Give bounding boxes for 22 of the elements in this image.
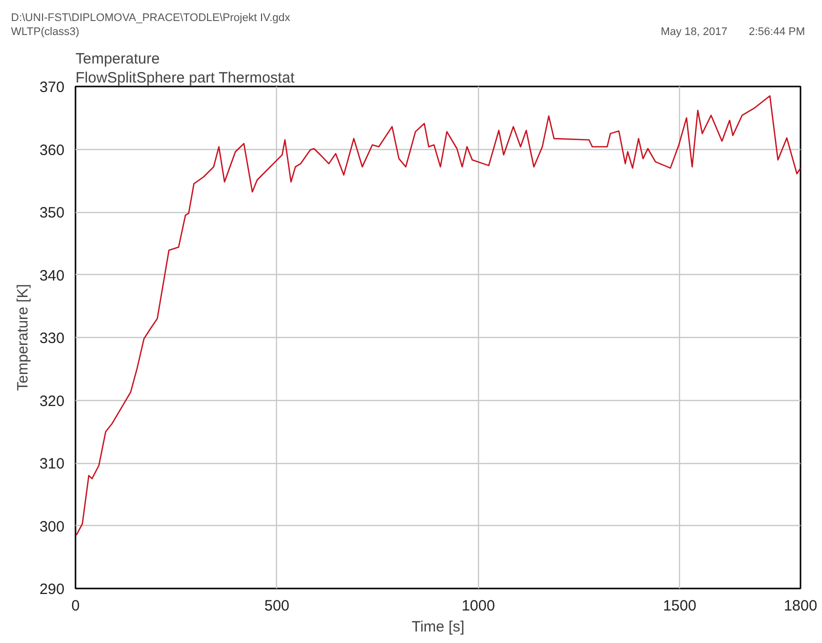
text: WLTP(class3) (11, 26, 80, 38)
y-axis-title: Temperature [K] (14, 284, 32, 391)
text: D:\UNI-FST\DIPLOMOVA_PRACE\TODLE\Projekt IV.gdx (11, 12, 290, 24)
line-series (76, 95, 800, 536)
y-tick-label: 340 (39, 267, 65, 284)
y-tick-label: 370 (39, 79, 65, 96)
x-tick-label: 1800 (784, 598, 818, 614)
text: May 18, 2017 2:56:44 PM (660, 26, 805, 38)
y-tick-label: 310 (39, 456, 65, 472)
x-tick-label: 1500 (662, 598, 696, 614)
y-tick-label: 290 (39, 581, 65, 598)
y-tick-label: 360 (39, 142, 65, 159)
x-tick-label: 1000 (462, 598, 495, 614)
y-tick-label: 350 (39, 204, 65, 222)
x-axis-title: Time [s] (412, 618, 464, 636)
y-tick-label: 320 (39, 392, 65, 410)
x-tick-label: 0 (71, 598, 80, 614)
y-tick-label: 300 (39, 518, 65, 536)
x-tick-label: 500 (264, 598, 290, 614)
chart-subtitle: FlowSplitSphere part Thermostat (76, 70, 296, 86)
chart-title: Temperature (76, 50, 160, 68)
y-tick-label: 330 (39, 330, 65, 347)
